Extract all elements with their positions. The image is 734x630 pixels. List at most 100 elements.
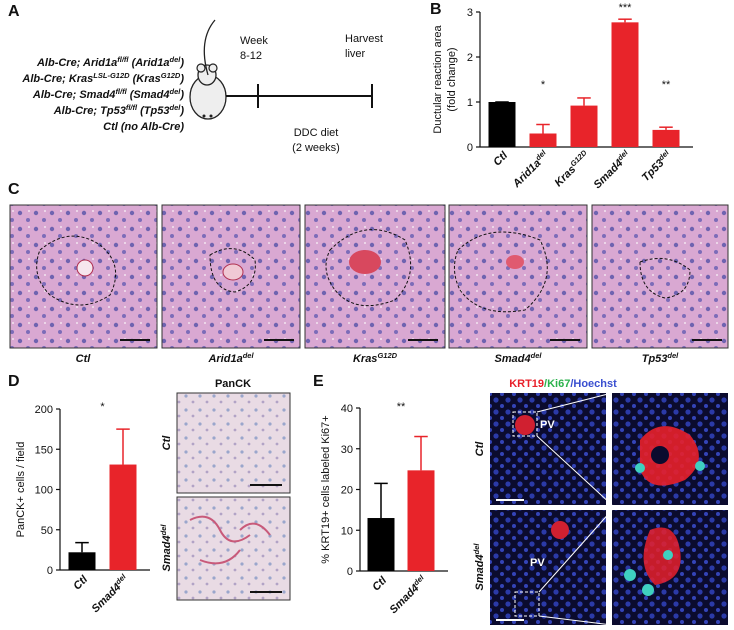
text-part: Arid1a: [207, 353, 242, 365]
fluorescence-image: [490, 393, 606, 505]
timeline-label: Harvest: [345, 33, 383, 45]
timeline-label: liver: [345, 48, 366, 60]
text-part: Alb-Cre; Arid1a: [36, 57, 117, 69]
x-tick-label: Ctl: [491, 149, 511, 169]
bar: [652, 129, 680, 147]
y-tick-label: 2: [467, 52, 473, 64]
bar: [109, 464, 137, 570]
text-part: Smad4: [387, 582, 421, 616]
text-part: Smad4: [495, 353, 531, 365]
fluorescence-image: [490, 510, 606, 625]
panel-letter: E: [313, 373, 324, 390]
significance: **: [397, 401, 406, 413]
error-bar: [75, 541, 89, 553]
text-part: Arid1a: [510, 157, 543, 190]
y-tick-label: 10: [341, 525, 353, 537]
ihc-stain: [189, 515, 271, 565]
bar: [68, 552, 96, 570]
timeline-label: 8-12: [240, 50, 262, 62]
genotype: Alb-Cre; KrasLSL-G12D (KrasG12D): [21, 71, 184, 86]
text-part: ): [179, 89, 184, 101]
image-title: KRT19/Ki67/Hoechst: [509, 378, 617, 390]
superscript: del: [472, 543, 481, 555]
text-part: ): [179, 57, 184, 69]
bar: [367, 518, 395, 571]
row-label: Smad4del: [472, 543, 487, 591]
text-part: Alb-Cre; Tp53: [53, 105, 126, 117]
significance: *: [100, 401, 105, 413]
x-tick-label: Arid1adel: [508, 147, 551, 190]
superscript: del: [243, 351, 255, 360]
y-axis-label: % KRT19+ cells labeled Ki67+: [320, 415, 332, 563]
genotype-list: Alb-Cre; Arid1afl/fl (Arid1adel)Alb-Cre;…: [21, 55, 184, 134]
text-part: (Kras: [130, 73, 161, 85]
error-bar: [116, 428, 130, 465]
panel-letter: C: [8, 181, 20, 198]
y-tick-label: 30: [341, 444, 353, 456]
text-part: Kras: [353, 353, 377, 365]
y-axis-label: (fold change): [446, 47, 458, 111]
text-part: Alb-Cre; Smad4: [32, 89, 116, 101]
text-part: (Tp53: [137, 105, 169, 117]
histology-row: [9, 204, 729, 349]
error-bar: [536, 123, 550, 134]
genotype: Alb-Cre; Arid1afl/fl (Arid1adel): [36, 55, 184, 70]
image-label: Arid1adel: [207, 351, 254, 366]
panel-letter: D: [8, 373, 20, 390]
text-part: ): [179, 105, 184, 117]
timeline: [226, 84, 373, 108]
bar: [529, 133, 557, 147]
ihc-image: [176, 392, 291, 494]
header-part: /Ki67: [544, 378, 570, 390]
y-tick-label: 100: [35, 485, 53, 497]
timeline-label: (2 weeks): [292, 142, 340, 154]
text-part: Smad4: [474, 554, 486, 590]
panel-letter: B: [430, 1, 442, 18]
bar: [611, 22, 639, 148]
image-label: KrasG12D: [353, 351, 398, 366]
superscript: fl/fl: [115, 87, 127, 96]
error-bar: [414, 435, 428, 471]
superscript: G12D: [161, 71, 181, 80]
text-part: Tp53: [642, 353, 668, 365]
panel-letter: A: [8, 3, 20, 20]
y-tick-label: 50: [41, 525, 53, 537]
superscript: fl/fl: [117, 55, 129, 64]
genotype: Alb-Cre; Tp53fl/fl (Tp53del): [53, 103, 185, 118]
y-tick-label: 200: [35, 404, 53, 416]
significance: *: [541, 79, 546, 91]
row-label: Ctl: [474, 441, 486, 457]
y-tick-label: 150: [35, 444, 53, 456]
y-tick-label: 3: [467, 7, 473, 19]
y-tick-label: 0: [347, 566, 353, 578]
text-part: Smad4: [89, 581, 123, 615]
significance: **: [662, 79, 671, 91]
bar: [488, 102, 516, 147]
text-part: ): [179, 73, 184, 85]
x-tick-label: Smad4del: [590, 147, 634, 191]
text-part: (Arid1a: [129, 57, 170, 69]
y-tick-label: 40: [341, 403, 353, 415]
timeline-label: DDC diet: [294, 127, 339, 139]
text-part: Smad4: [161, 535, 173, 571]
image-label: Tp53del: [642, 351, 679, 366]
y-axis-label: Ductular reaction area: [432, 25, 444, 134]
image-label: Smad4del: [495, 351, 543, 366]
image-label: Ctl: [76, 353, 92, 365]
row-label: Ctl: [161, 435, 173, 451]
superscript: LSL-G12D: [93, 71, 130, 80]
x-tick-label: Smad4del: [386, 572, 430, 616]
superscript: G12D: [568, 147, 589, 168]
error-bar: [577, 97, 591, 106]
error-bar: [618, 18, 632, 23]
image-title: PanCK: [215, 378, 251, 390]
x-tick-label: Tp53del: [638, 147, 675, 184]
row-label: Smad4del: [159, 524, 174, 572]
text-part: Alb-Cre; Kras: [21, 73, 93, 85]
text-part: (Smad4: [127, 89, 170, 101]
superscript: del: [667, 351, 679, 360]
superscript: del: [169, 87, 181, 96]
superscript: del: [169, 55, 181, 64]
text-part: Smad4: [591, 157, 625, 191]
